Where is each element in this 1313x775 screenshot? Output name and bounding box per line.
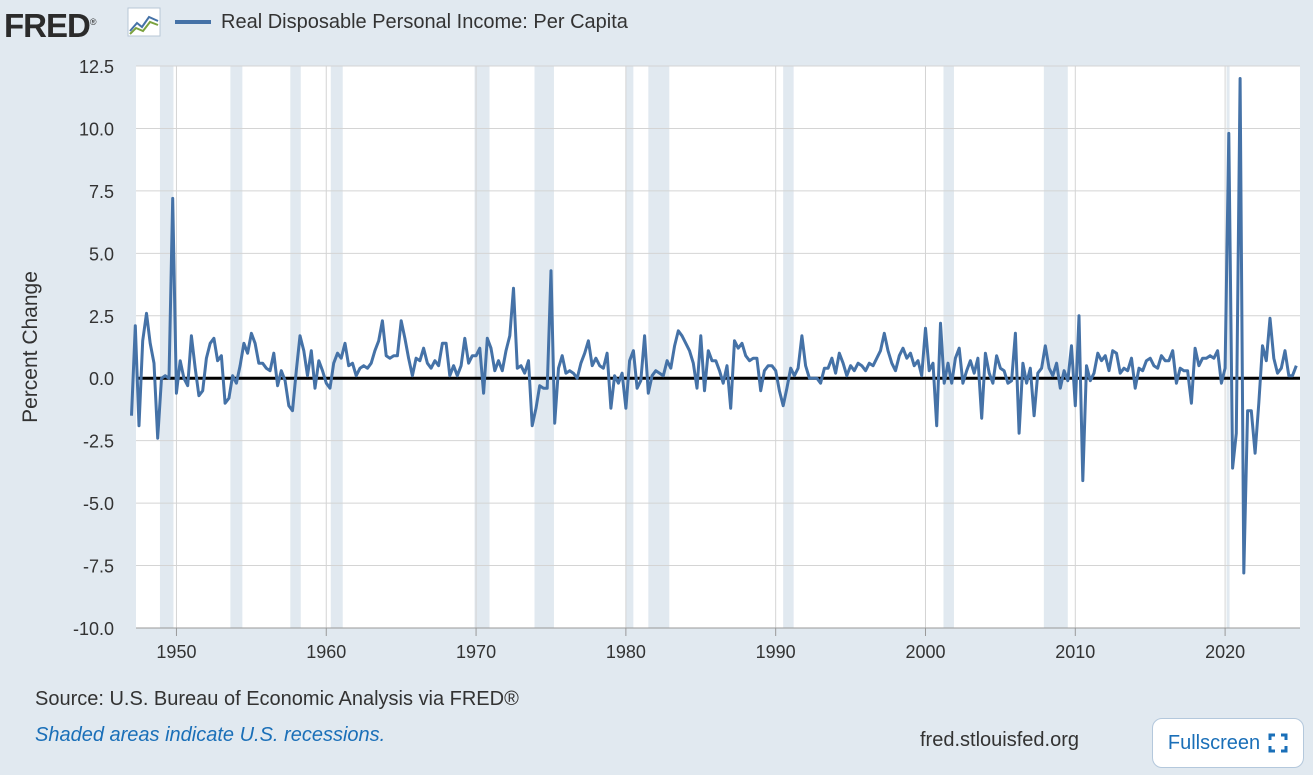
recession-band [943, 66, 954, 628]
recession-band [1226, 66, 1230, 628]
y-axis-label: Percent Change [19, 271, 42, 423]
recession-band [783, 66, 794, 628]
x-tick-label: 1980 [606, 642, 646, 662]
fullscreen-button[interactable]: Fullscreen [1152, 718, 1304, 768]
recession-note: Shaded areas indicate U.S. recessions. [35, 724, 386, 746]
x-tick-label: 2020 [1205, 642, 1245, 662]
fullscreen-label: Fullscreen [1167, 731, 1261, 754]
plot-area [136, 66, 1300, 628]
y-tick-label: -10.0 [73, 619, 114, 639]
legend-label: Real Disposable Personal Income: Per Cap… [221, 10, 628, 33]
y-tick-label: 2.5 [89, 307, 114, 327]
x-tick-label: 1960 [306, 642, 346, 662]
recession-band [230, 66, 243, 628]
y-tick-label: -2.5 [83, 432, 114, 452]
recession-band [534, 66, 554, 628]
recession-band [1043, 66, 1068, 628]
fred-logo-reg: ® [89, 17, 97, 27]
chart-header: FRED® Real Disposable Personal Income: P… [0, 0, 1313, 44]
recession-band [648, 66, 670, 628]
series-line [130, 77, 1298, 575]
y-tick-label: 5.0 [89, 244, 114, 264]
y-tick-label: 10.0 [79, 119, 114, 139]
fred-logo-text: FRED [4, 7, 91, 44]
x-tick-label: 1990 [756, 642, 796, 662]
y-tick-label: 0.0 [89, 369, 114, 389]
x-tick-label: 2010 [1055, 642, 1095, 662]
source-note: Source: U.S. Bureau of Economic Analysis… [35, 688, 519, 710]
x-tick-label: 1970 [456, 642, 496, 662]
recession-band [625, 66, 634, 628]
y-tick-label: 7.5 [89, 182, 114, 202]
recession-band [330, 66, 343, 628]
site-url[interactable]: fred.stlouisfed.org [920, 729, 1079, 751]
legend-swatch [175, 20, 211, 24]
recession-band [474, 66, 490, 628]
line-chart[interactable]: 12.5 10.0 7.5 5.0 2.5 0.0 -2.5 -5.0 -7.5 -10.0 195… [0, 44, 1313, 680]
y-tick-label: 12.5 [79, 57, 114, 77]
chart-legend: Real Disposable Personal Income: Per Cap… [175, 8, 628, 36]
y-tick-label: -5.0 [83, 494, 114, 514]
fullscreen-icon [1268, 733, 1288, 753]
recession-band [159, 66, 174, 628]
fred-graph-icon [127, 7, 161, 37]
y-tick-label: -7.5 [83, 557, 114, 577]
fred-logo[interactable]: FRED® [4, 2, 97, 46]
recession-band [290, 66, 301, 628]
x-tick-label: 1950 [156, 642, 196, 662]
x-tick-label: 2000 [905, 642, 945, 662]
